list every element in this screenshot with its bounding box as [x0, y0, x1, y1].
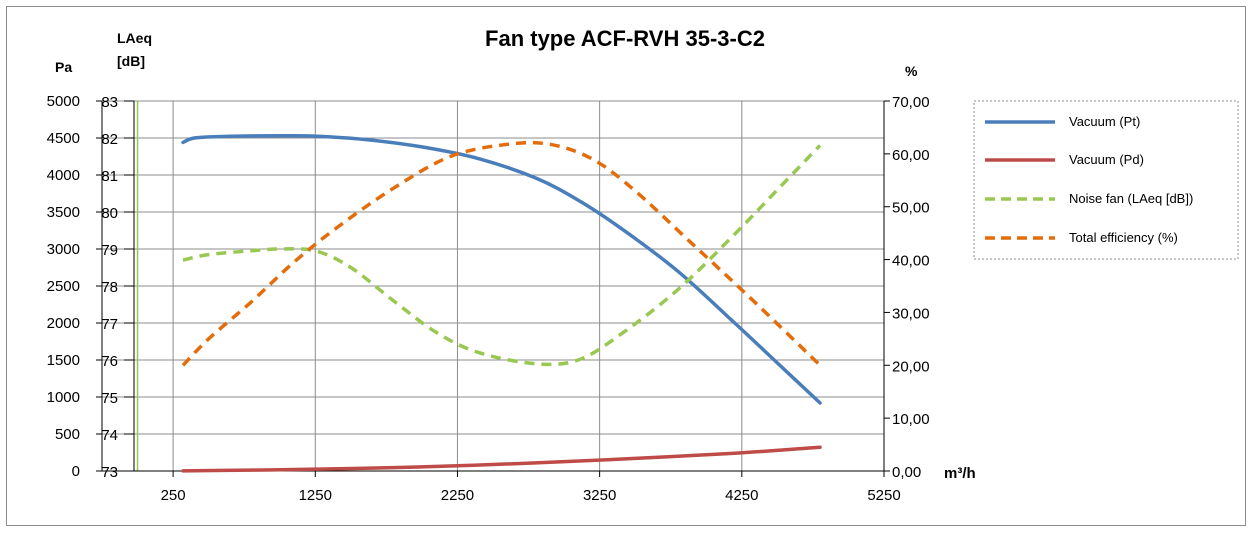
series-line-0 — [181, 133, 822, 405]
x-tick-label: 3250 — [583, 487, 616, 504]
noise-axis-label-line2: [dB] — [117, 53, 145, 69]
noise-tick-label: 80 — [101, 205, 118, 222]
legend-label-vacuum-pd: Vacuum (Pd) — [1069, 152, 1144, 167]
axes — [96, 100, 890, 477]
efficiency-tick-label: 50,00 — [892, 200, 930, 217]
pressure-axis-label: Pa — [55, 59, 72, 75]
pressure-tick-label: 3000 — [47, 241, 80, 258]
x-tick-label: 250 — [161, 487, 186, 504]
efficiency-tick-label: 0,00 — [892, 464, 921, 481]
noise-tick-label: 81 — [101, 168, 118, 185]
noise-tick-label: 76 — [101, 353, 118, 370]
noise-tick-label: 79 — [101, 242, 118, 259]
x-tick-label: 1250 — [299, 487, 332, 504]
pressure-tick-label: 1500 — [47, 352, 80, 369]
pressure-tick-label: 3500 — [47, 204, 80, 221]
tick-labels: 0 500 1000 1500 2000 2500 3000 3500 4000 4500 5000… — [47, 93, 930, 504]
x-axis-label: m³/h — [944, 465, 976, 482]
noise-tick-label: 77 — [101, 316, 118, 333]
pressure-tick-label: 4500 — [47, 130, 80, 147]
pressure-tick-label: 0 — [72, 463, 80, 480]
series-line-2 — [182, 144, 822, 367]
noise-tick-label: 83 — [101, 94, 118, 111]
noise-tick-label: 82 — [101, 131, 118, 148]
pressure-tick-label: 4000 — [47, 167, 80, 184]
efficiency-tick-label: 10,00 — [892, 411, 930, 428]
pressure-tick-label: 2500 — [47, 278, 80, 295]
legend-label-noise-fan: Noise fan (LAeq [dB]) — [1069, 191, 1193, 206]
chart-frame — [6, 6, 1246, 526]
pressure-tick-label: 500 — [55, 426, 80, 443]
noise-tick-label: 73 — [101, 464, 118, 481]
legend-label-vacuum-pt: Vacuum (Pt) — [1069, 114, 1140, 129]
chart-title: Fan type ACF-RVH 35-3-C2 — [485, 26, 765, 51]
pressure-tick-label: 2000 — [47, 315, 80, 332]
efficiency-tick-label: 30,00 — [892, 305, 930, 322]
efficiency-tick-label: 60,00 — [892, 147, 930, 164]
noise-tick-label: 74 — [101, 427, 118, 444]
legend-box — [973, 100, 1239, 260]
x-tick-label: 2250 — [441, 487, 474, 504]
series-line-3 — [181, 140, 822, 367]
series-line-1 — [181, 445, 822, 473]
efficiency-tick-label: 70,00 — [892, 94, 930, 111]
gridlines — [102, 100, 885, 472]
legend-label-total-efficiency: Total efficiency (%) — [1069, 230, 1178, 245]
x-tick-label: 5250 — [867, 487, 900, 504]
efficiency-tick-label: 20,00 — [892, 358, 930, 375]
efficiency-axis-label: % — [905, 63, 918, 79]
pressure-tick-label: 1000 — [47, 389, 80, 406]
noise-tick-label: 78 — [101, 279, 118, 296]
efficiency-tick-label: 40,00 — [892, 253, 930, 270]
noise-tick-label: 75 — [101, 390, 118, 407]
series-lines — [181, 133, 822, 473]
pressure-tick-label: 5000 — [47, 93, 80, 110]
legend: Vacuum (Pt) Vacuum (Pd) Noise fan (LAeq … — [973, 100, 1239, 260]
x-tick-label: 4250 — [725, 487, 758, 504]
noise-axis-label-line1: LAeq — [117, 30, 152, 46]
